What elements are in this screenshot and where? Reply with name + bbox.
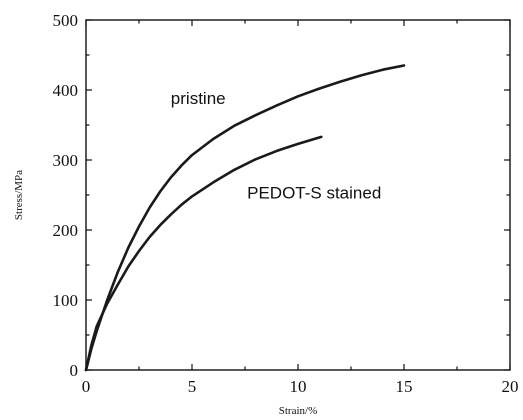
y-tick-label: 200 <box>53 221 79 240</box>
series-label-pristine: pristine <box>171 89 226 108</box>
y-tick-label: 300 <box>53 151 79 170</box>
data-series <box>84 64 406 372</box>
series-labels: pristine PEDOT-S stained <box>171 89 381 203</box>
y-axis-label: Stress/MPa <box>13 170 25 220</box>
series-line-pristine <box>84 64 406 372</box>
x-tick-label: 15 <box>396 377 413 396</box>
axis-ticks <box>85 19 511 371</box>
x-tick-label: 10 <box>290 377 307 396</box>
y-tick-label: 0 <box>70 361 79 380</box>
series-label-pedot-s-stained: PEDOT-S stained <box>247 184 381 203</box>
series-line-pedot-s-stained <box>84 135 323 372</box>
y-tick-label: 400 <box>53 81 79 100</box>
x-tick-label: 5 <box>188 377 197 396</box>
y-tick-label: 100 <box>53 291 79 310</box>
x-tick-label: 20 <box>502 377 519 396</box>
y-tick-label: 500 <box>53 11 79 30</box>
x-tick-label: 0 <box>82 377 91 396</box>
x-axis-label: Strain/% <box>279 405 318 417</box>
